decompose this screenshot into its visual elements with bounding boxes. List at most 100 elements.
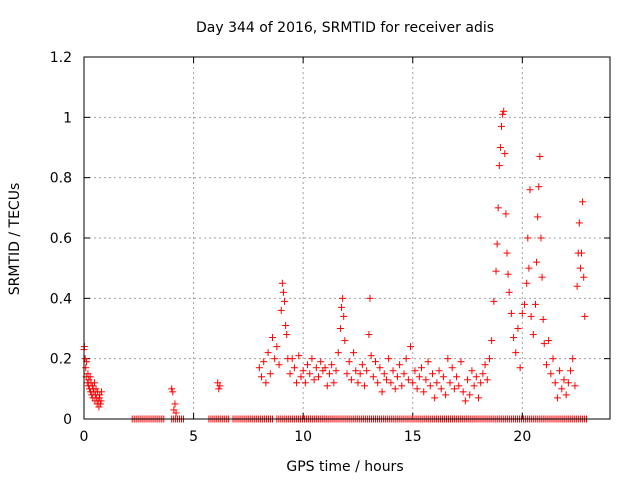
data-point [492,267,500,275]
data-point [413,385,421,393]
data-point [378,388,386,396]
data-point [97,397,105,405]
data-point [387,379,395,387]
data-point [562,391,570,399]
data-point [216,382,224,390]
data-point [168,385,176,393]
y-tick-label: 1 [63,110,72,126]
data-point [483,376,491,384]
grid-layer [84,57,610,419]
data-point [426,382,434,390]
data-point [490,297,498,305]
data-point [293,379,301,387]
data-point [503,249,511,257]
data-point [504,270,512,278]
data-point [537,234,545,242]
data-point [524,234,532,242]
data-point [510,334,518,342]
x-axis-label: GPS time / hours [286,459,403,475]
data-point [571,382,579,390]
data-point [369,373,377,381]
data-point [330,379,338,387]
data-point [538,273,546,281]
data-point [485,355,493,363]
x-tick-label: 10 [294,429,312,445]
data-point [579,198,587,206]
data-point [534,213,542,221]
data-point [365,331,373,339]
chart-title: Day 344 of 2016, SRMTID for receiver adi… [196,20,494,36]
data-point [525,264,533,272]
data-point [488,337,496,345]
data-point [407,343,415,351]
data-point [439,373,447,381]
data-point [343,370,351,378]
data-point [448,364,456,372]
data-point [424,358,432,366]
data-point [171,400,179,408]
data-point [549,355,557,363]
data-point [477,379,485,387]
data-point [547,370,555,378]
data-point [516,364,524,372]
data-point [580,273,588,281]
data-point [308,355,316,363]
plot-frame [83,56,611,420]
data-point [299,367,307,375]
data-point [499,110,507,118]
data-point [332,367,340,375]
data-point [533,258,541,266]
data-point [297,373,305,381]
data-point [529,331,537,339]
data-point [495,162,503,170]
data-point [536,153,544,161]
data-point [404,376,412,384]
data-point [341,337,349,345]
data-point [275,361,283,369]
data-point [363,367,371,375]
data-point [290,364,298,372]
data-point [526,186,534,194]
data-point [315,373,323,381]
y-tick-label: 0 [63,412,72,428]
data-point [502,210,510,218]
data-point [446,379,454,387]
data-point [475,394,482,402]
data-point [268,334,276,342]
x-tick-label: 5 [189,429,198,445]
data-point [418,364,426,372]
data-point [264,349,272,357]
data-point [535,183,543,191]
data-point [282,321,290,329]
data-point [393,373,401,381]
data-point [288,355,296,363]
data-point [347,376,355,384]
data-point [466,391,474,399]
y-tick-label: 0.2 [50,352,72,368]
data-point [86,373,94,381]
data-point [512,349,520,357]
data-point [172,409,180,417]
data-point [169,388,177,396]
data-point [514,325,522,332]
data-point [523,279,531,287]
y-tick-label: 0.6 [50,231,72,247]
data-point [518,309,526,317]
data-point [374,379,382,387]
data-point [340,312,348,320]
data-point [95,403,103,411]
data-point [498,122,506,130]
data-point [391,385,399,393]
data-point [453,373,461,381]
data-point [505,288,513,296]
data-point [558,385,566,393]
data-point [271,355,279,363]
data-point [435,367,443,375]
data-point [573,282,581,290]
data-point [437,385,445,393]
data-point [98,388,106,396]
data-point [396,361,404,369]
data-point [464,376,472,384]
data-point [215,385,223,393]
data-point [91,379,99,387]
